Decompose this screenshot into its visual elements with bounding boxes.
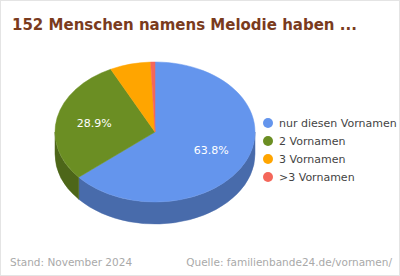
- data-label: 63.8%: [194, 144, 229, 157]
- legend-label: nur diesen Vornamen: [279, 117, 397, 130]
- legend-label: 3 Vornamen: [279, 153, 345, 166]
- pie-slices: [55, 62, 255, 202]
- legend-label: 2 Vornamen: [279, 135, 345, 148]
- pie-slice: [151, 62, 155, 132]
- legend-swatch: [263, 154, 273, 164]
- chart-container: 152 Menschen namens Melodie haben ... 63.…: [0, 0, 400, 276]
- data-label: 28.9%: [77, 117, 112, 130]
- chart-svg: 152 Menschen namens Melodie haben ... 63.…: [0, 0, 400, 276]
- legend-swatch: [263, 172, 273, 182]
- pie-slice: [111, 62, 155, 132]
- legend-swatch: [263, 136, 273, 146]
- legend: nur diesen Vornamen 2 Vornamen 3 Vornamen >…: [263, 117, 397, 184]
- background: [1, 1, 400, 276]
- annotation: Quelle: familienbande24.de/vornamen/: [186, 256, 392, 268]
- data-labels: 63.8% 28.9%: [77, 117, 229, 157]
- chart-title: 152 Menschen namens Melodie haben ...: [12, 16, 357, 34]
- legend-label: >3 Vornamen: [279, 171, 355, 184]
- annotation: Stand: November 2024: [10, 256, 132, 268]
- legend-swatch: [263, 118, 273, 128]
